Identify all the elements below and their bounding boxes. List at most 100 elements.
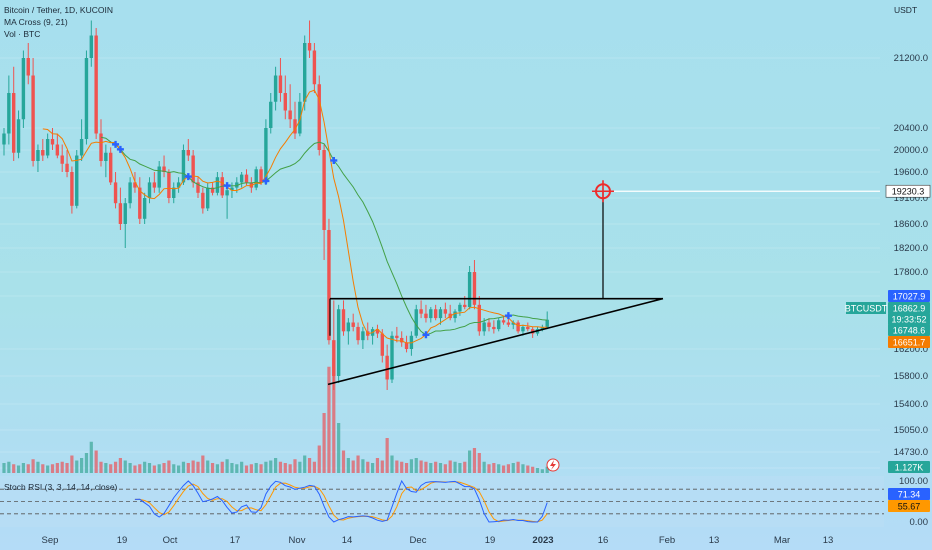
volume-bar <box>497 464 501 473</box>
candle-body <box>501 320 506 323</box>
volume-bar <box>2 463 6 473</box>
candle-body <box>438 309 443 319</box>
candle-body <box>118 203 123 224</box>
price-tick-label: 18200.0 <box>894 243 928 254</box>
ma-cross-legend[interactable]: MA Cross (9, 21) <box>4 17 68 27</box>
volume-bar <box>225 459 229 473</box>
candle-body <box>133 182 137 188</box>
volume-bar <box>244 465 249 473</box>
candle-body <box>511 322 515 325</box>
volume-bar <box>395 460 399 473</box>
grid <box>0 57 880 469</box>
volume-bar <box>351 460 355 473</box>
price-tick-label: 14730.0 <box>894 447 928 458</box>
candle-body <box>162 166 166 172</box>
volume-bar <box>472 448 477 473</box>
ma-cross-marker <box>223 182 231 190</box>
candle-body <box>497 320 501 330</box>
candle-body <box>327 230 331 341</box>
volume-legend[interactable]: Vol · BTC <box>4 29 41 39</box>
candle-body <box>235 182 239 188</box>
time-tick-label: 16 <box>598 535 609 546</box>
candle-body <box>375 329 380 334</box>
candle-body <box>521 326 525 332</box>
volume-bar <box>511 463 515 473</box>
stoch-tick-label: 0.00 <box>910 517 929 528</box>
candle-body <box>181 150 186 183</box>
price-axis: 21200.0 20400.0 20000.0 19600.0 19100.0 18600… <box>894 53 928 528</box>
last-price-badge-bg <box>888 302 930 314</box>
stoch-d-badge: 55.67 <box>898 502 921 512</box>
candle-body <box>12 93 16 153</box>
volume-bar <box>298 461 302 473</box>
candles[interactable] <box>2 20 549 391</box>
candle-body <box>472 272 477 305</box>
candle-body <box>186 150 190 156</box>
volume-bar <box>133 465 137 473</box>
symbol-badge-bg <box>846 302 886 314</box>
volume-bar <box>526 465 530 473</box>
volume-bar <box>94 450 98 473</box>
candle-body <box>390 335 394 380</box>
candle-body <box>215 177 220 193</box>
candle-body <box>298 101 302 134</box>
volume-bar <box>337 423 341 473</box>
volume-bar <box>390 455 394 473</box>
price-tick-label: 17800.0 <box>894 267 928 278</box>
stoch-tick-label: 100.00 <box>899 476 928 487</box>
candle-body <box>109 152 113 183</box>
volume-bar <box>123 460 127 473</box>
volume-bar <box>50 464 55 473</box>
candle-body <box>332 340 336 376</box>
candle-body <box>288 110 292 120</box>
candle-body <box>283 93 287 111</box>
volume-bar <box>118 458 122 473</box>
candle-body <box>16 119 21 153</box>
candle-body <box>157 166 161 188</box>
volume-bar <box>143 461 147 473</box>
countdown-badge-bg <box>888 313 930 325</box>
time-tick-label: 19 <box>485 535 496 546</box>
volume-bar <box>264 461 268 473</box>
stoch-k-badge: 71.34 <box>898 490 921 500</box>
candle-body <box>206 187 210 209</box>
time-tick-label: Dec <box>410 535 427 546</box>
stoch-rsi-legend[interactable]: Stoch RSI (3, 3, 14, 14, close) <box>4 482 118 492</box>
volume-bar <box>283 463 287 473</box>
candle-body <box>70 172 74 206</box>
time-tick-label: 13 <box>823 535 834 546</box>
time-tick-label: 17 <box>230 535 241 546</box>
volume-bar <box>31 459 35 473</box>
price-tick-label: 20400.0 <box>894 123 928 134</box>
candle-body <box>147 182 152 198</box>
volume-bar <box>487 464 491 473</box>
candle-body <box>463 304 467 308</box>
candle-body <box>453 311 457 319</box>
candle-body <box>477 304 481 332</box>
triangle-drawing[interactable] <box>327 180 880 386</box>
candle-body <box>152 182 157 188</box>
candle-body <box>7 93 11 134</box>
volume-bar <box>215 464 219 473</box>
candle-body <box>94 35 98 134</box>
candle-body <box>269 101 273 128</box>
ma-fast-line <box>42 89 548 344</box>
stoch-d-line <box>134 481 548 523</box>
candle-body <box>293 119 297 134</box>
time-tick-label: 19 <box>117 535 128 546</box>
candle-body <box>196 182 200 193</box>
candle-body <box>351 322 355 327</box>
moving-averages <box>42 89 548 344</box>
candle-body <box>201 192 205 209</box>
candle-body <box>244 174 249 183</box>
volume-bars <box>2 358 560 473</box>
symbol-title[interactable]: Bitcoin / Tether, 1D, KUCOIN <box>4 5 113 15</box>
candle-body <box>123 203 127 224</box>
volume-bar <box>80 458 84 473</box>
candle-body <box>225 190 229 196</box>
volume-bar <box>453 461 457 473</box>
volume-bar <box>366 461 370 473</box>
candle-body <box>210 187 215 193</box>
